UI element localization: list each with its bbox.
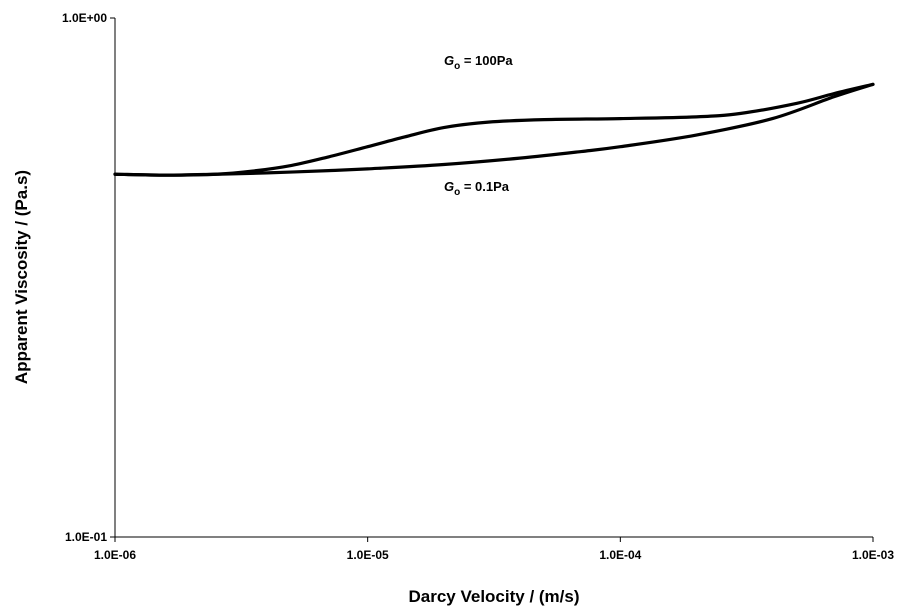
label-symbol: G [444,53,454,68]
y-tick-label: 1.0E+00 [62,11,107,25]
ticks [110,17,874,542]
x-tick-label: 1.0E-05 [347,548,389,562]
series-label-100pa: Go = 100Pa [444,53,513,72]
y-axis-title: Apparent Viscosity / (Pa.s) [12,170,31,384]
label-subscript: o [454,187,460,198]
series-layer [113,82,875,177]
tick-labels: 1.0E-06 1.0E-05 1.0E-04 1.0E-03 1.0E-01 1.0E+… [62,11,894,562]
x-tick-label: 1.0E-03 [852,548,894,562]
x-tick-label: 1.0E-04 [599,548,641,562]
axes [114,18,873,538]
label-subscript: o [454,61,460,72]
series-label-0-1pa: Go = 0.1Pa [444,179,510,198]
series-line-0-1pa [113,82,875,177]
label-text: = 0.1Pa [460,179,510,194]
label-symbol: G [444,179,454,194]
y-tick-label: 1.0E-01 [65,530,107,544]
x-axis-title: Darcy Velocity / (m/s) [408,587,579,606]
label-text: = 100Pa [460,53,513,68]
x-tick-label: 1.0E-06 [94,548,136,562]
